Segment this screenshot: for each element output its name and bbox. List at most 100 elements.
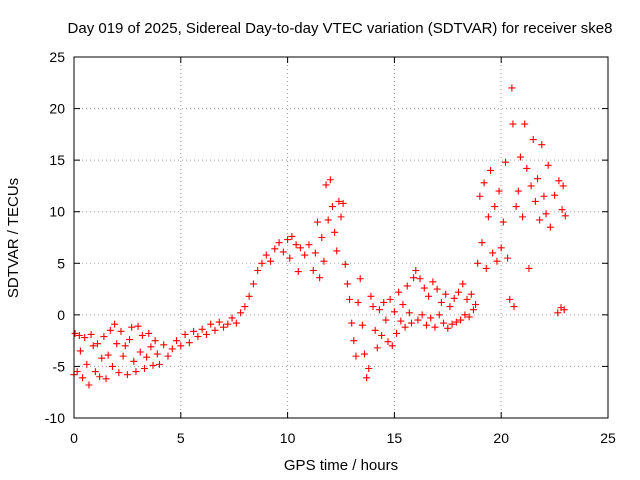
data-point bbox=[369, 303, 377, 311]
gridlines bbox=[74, 57, 608, 418]
y-tick-label: 5 bbox=[57, 255, 65, 271]
data-point bbox=[497, 244, 505, 252]
data-point bbox=[437, 298, 445, 306]
data-point bbox=[506, 295, 514, 303]
data-point bbox=[516, 153, 524, 161]
data-point bbox=[478, 239, 486, 247]
data-point bbox=[143, 353, 151, 361]
data-point bbox=[407, 319, 415, 327]
x-tick-label: 5 bbox=[177, 430, 185, 446]
axis-ticks: 0 5 10 15 20 25 -10 -5 0 5 10 15 20 25 bbox=[45, 49, 616, 446]
data-point bbox=[207, 320, 215, 328]
data-point bbox=[358, 321, 366, 329]
data-point bbox=[311, 249, 319, 257]
data-point bbox=[469, 306, 477, 314]
data-point bbox=[352, 352, 360, 360]
data-point bbox=[484, 213, 492, 221]
data-point bbox=[108, 362, 116, 370]
data-point bbox=[440, 319, 448, 327]
data-point bbox=[275, 239, 283, 247]
data-point bbox=[134, 322, 142, 330]
data-point bbox=[224, 320, 232, 328]
data-point bbox=[463, 295, 471, 303]
data-point bbox=[487, 166, 495, 174]
data-point bbox=[346, 295, 354, 303]
data-point bbox=[202, 330, 210, 338]
data-point bbox=[279, 248, 287, 256]
data-point bbox=[418, 311, 426, 319]
data-point bbox=[444, 324, 452, 332]
data-point bbox=[96, 373, 104, 381]
data-point bbox=[467, 290, 475, 298]
data-point bbox=[495, 187, 503, 195]
data-point bbox=[420, 284, 428, 292]
data-point bbox=[448, 320, 456, 328]
data-point bbox=[147, 343, 155, 351]
data-point bbox=[314, 218, 322, 226]
data-point bbox=[354, 298, 362, 306]
data-point bbox=[333, 247, 341, 255]
data-point bbox=[405, 309, 413, 317]
data-point bbox=[433, 285, 441, 293]
data-point bbox=[117, 327, 125, 335]
data-point bbox=[245, 292, 253, 300]
data-point bbox=[474, 259, 482, 267]
x-tick-label: 0 bbox=[70, 430, 78, 446]
x-tick-label: 15 bbox=[387, 430, 403, 446]
data-point bbox=[123, 371, 131, 379]
data-point bbox=[403, 282, 411, 290]
y-axis-title: SDTVAR / TECUs bbox=[5, 178, 22, 298]
x-tick-label: 25 bbox=[600, 430, 616, 446]
data-point bbox=[554, 309, 562, 317]
y-tick-label: 10 bbox=[49, 204, 65, 220]
data-point bbox=[136, 348, 144, 356]
data-point bbox=[322, 181, 330, 189]
y-tick-label: -10 bbox=[45, 410, 65, 426]
data-point bbox=[140, 364, 148, 372]
data-point bbox=[493, 257, 501, 265]
data-point bbox=[435, 311, 443, 319]
data-point bbox=[119, 352, 127, 360]
data-point bbox=[382, 316, 390, 324]
data-point bbox=[523, 164, 531, 172]
data-point bbox=[399, 301, 407, 309]
data-point bbox=[296, 244, 304, 252]
data-point bbox=[126, 336, 134, 344]
data-point bbox=[71, 329, 79, 337]
data-point bbox=[267, 257, 275, 265]
data-point bbox=[546, 223, 554, 231]
data-point bbox=[429, 278, 437, 286]
data-point bbox=[294, 268, 302, 276]
data-point bbox=[519, 213, 527, 221]
data-point bbox=[501, 158, 509, 166]
data-point bbox=[401, 323, 409, 331]
data-point bbox=[527, 182, 535, 190]
data-point bbox=[544, 161, 552, 169]
data-point bbox=[79, 374, 87, 382]
data-point bbox=[102, 375, 110, 383]
data-point bbox=[348, 319, 356, 327]
data-point bbox=[499, 218, 507, 226]
data-point bbox=[113, 340, 121, 348]
data-point bbox=[149, 361, 157, 369]
data-point bbox=[373, 344, 381, 352]
data-point bbox=[525, 264, 533, 272]
data-point bbox=[145, 329, 153, 337]
data-point bbox=[324, 216, 332, 224]
data-point bbox=[98, 354, 106, 362]
data-point bbox=[262, 251, 270, 259]
data-point bbox=[542, 210, 550, 218]
data-point bbox=[482, 264, 490, 272]
data-point bbox=[476, 192, 484, 200]
data-point bbox=[292, 241, 300, 249]
data-point bbox=[508, 84, 516, 92]
data-point bbox=[514, 187, 522, 195]
data-point bbox=[215, 318, 223, 326]
data-point bbox=[431, 323, 439, 331]
data-point bbox=[130, 357, 138, 365]
x-axis-title: GPS time / hours bbox=[284, 457, 398, 474]
data-point bbox=[316, 274, 324, 282]
chart-title: Day 019 of 2025, Sidereal Day-to-day VTE… bbox=[68, 20, 613, 37]
data-point bbox=[378, 331, 386, 339]
